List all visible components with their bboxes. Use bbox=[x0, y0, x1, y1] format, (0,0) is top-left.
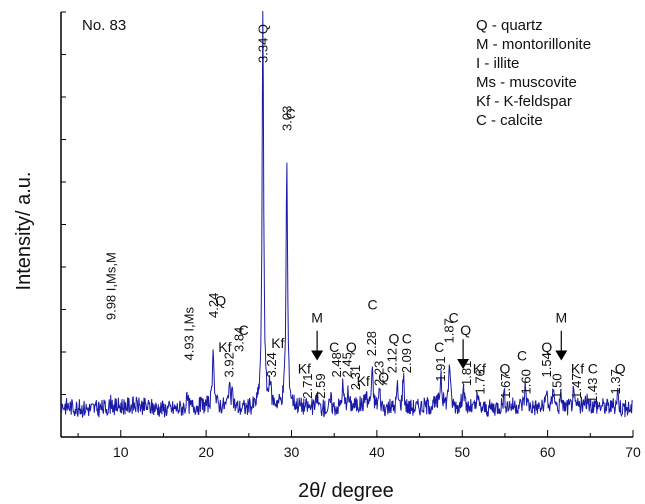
peak-label: 1.54 bbox=[539, 352, 554, 377]
arrow-head bbox=[311, 350, 324, 361]
legend-entry: I - illite bbox=[476, 55, 519, 72]
peak-label: C bbox=[402, 331, 412, 347]
legend-entry: Ms - muscovite bbox=[476, 74, 577, 91]
legend: Q - quartz M - montorillonite I - illite Ms… bbox=[476, 17, 591, 129]
x-tick-label: 60 bbox=[540, 444, 556, 460]
peak-label: 3.34 Q bbox=[256, 24, 271, 63]
peak-label: M bbox=[555, 309, 567, 325]
x-tick-label: 40 bbox=[369, 444, 385, 460]
axes bbox=[60, 11, 634, 438]
arrow-head bbox=[457, 359, 470, 369]
peak-label: 2.28 bbox=[364, 331, 379, 356]
peak-label: C bbox=[286, 105, 296, 121]
peak-label: 2.31 bbox=[348, 365, 363, 390]
peak-label: Q bbox=[460, 322, 471, 338]
peak-label: 1.43 bbox=[585, 378, 600, 403]
peak-label: Q bbox=[499, 360, 510, 376]
peak-label: 4.24 bbox=[206, 293, 221, 318]
peak-label: M bbox=[311, 309, 323, 325]
peak-label: 1.87 bbox=[442, 318, 457, 343]
peak-label: C bbox=[517, 348, 527, 364]
peak-label: 1.60 bbox=[519, 369, 534, 394]
peak-label: C bbox=[434, 339, 444, 355]
peak-label: 3.24 bbox=[264, 352, 279, 377]
peak-label: C bbox=[239, 322, 249, 338]
peak-label: 2.23 bbox=[372, 361, 387, 386]
peak-label: 2.59 bbox=[313, 373, 328, 398]
sample-label: No. 83 bbox=[82, 17, 126, 34]
arrow-head bbox=[555, 350, 568, 361]
peak-label: C bbox=[588, 360, 598, 376]
peak-label: 3.03 bbox=[280, 106, 295, 131]
peak-label: 1.47 bbox=[569, 373, 584, 398]
x-tick-label: 20 bbox=[198, 444, 214, 460]
peak-label: 2.48 bbox=[329, 352, 344, 377]
peak-label: Q bbox=[541, 339, 552, 355]
legend-entry: Q - quartz bbox=[476, 17, 543, 34]
peak-label: Q bbox=[378, 369, 389, 385]
xrd-pattern-line bbox=[60, 10, 634, 419]
peak-label: 4.93 I,Ms bbox=[181, 307, 196, 361]
peak-label: 2.09 bbox=[399, 348, 414, 373]
peak-label: 2.12 bbox=[385, 348, 400, 373]
peak-label: Q bbox=[215, 292, 226, 308]
peak-label: 1.81 bbox=[459, 361, 474, 386]
peak-label: Kf bbox=[357, 373, 370, 389]
peak-label: C bbox=[329, 339, 339, 355]
peak-label: Q bbox=[346, 339, 357, 355]
x-axis-label: 2θ/ degree bbox=[298, 480, 394, 502]
peak-label: 1.76 bbox=[472, 369, 487, 394]
peak-label: C bbox=[368, 297, 378, 313]
peak-label: 1.37 bbox=[608, 369, 623, 394]
x-tick-labels: 10 20 30 40 50 60 70 bbox=[113, 444, 641, 460]
x-tick-label: 30 bbox=[284, 444, 300, 460]
legend-entry: C - calcite bbox=[476, 112, 543, 129]
y-axis-label: Intensity/ a.u. bbox=[13, 172, 35, 291]
legend-entry: Kf - K-feldspar bbox=[476, 93, 572, 110]
peak-label: 9.98 I,Ms,M bbox=[104, 252, 119, 320]
peak-label: Q bbox=[389, 331, 400, 347]
peak-label: 2.71 bbox=[300, 373, 315, 398]
peak-label: 3.84 bbox=[232, 327, 247, 352]
peak-label: 2.45 bbox=[339, 352, 354, 377]
peak-label: 3.92 bbox=[221, 352, 236, 377]
peak-arrows bbox=[311, 330, 568, 369]
peak-label: 1.91 bbox=[433, 356, 448, 381]
peak-label: Kf bbox=[271, 335, 284, 351]
peak-annotations: 9.98 I,Ms,M4.93 I,Ms4.24QKf3.923.84C3.34… bbox=[104, 24, 626, 403]
peak-label: 1.67 bbox=[498, 373, 513, 398]
peak-label: Kf bbox=[218, 339, 231, 355]
peak-label: Kf bbox=[571, 360, 584, 376]
legend-entry: M - montorillonite bbox=[476, 36, 591, 53]
x-tick-label: 70 bbox=[625, 444, 641, 460]
x-tick-label: 10 bbox=[113, 444, 129, 460]
peak-label: 1.50 bbox=[549, 373, 564, 398]
peak-label: Q bbox=[615, 360, 626, 376]
peak-label: Kf bbox=[298, 360, 311, 376]
x-tick-label: 50 bbox=[454, 444, 470, 460]
peak-label: Kf bbox=[473, 360, 486, 376]
peak-label: C bbox=[449, 309, 459, 325]
